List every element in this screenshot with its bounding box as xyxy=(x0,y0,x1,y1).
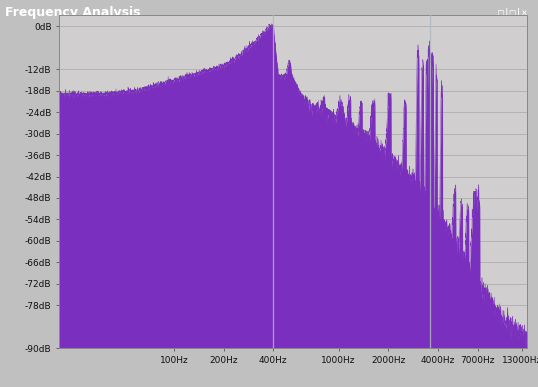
Text: Frequency Analysis: Frequency Analysis xyxy=(5,6,141,19)
Text: □|□|×: □|□|× xyxy=(498,7,527,18)
